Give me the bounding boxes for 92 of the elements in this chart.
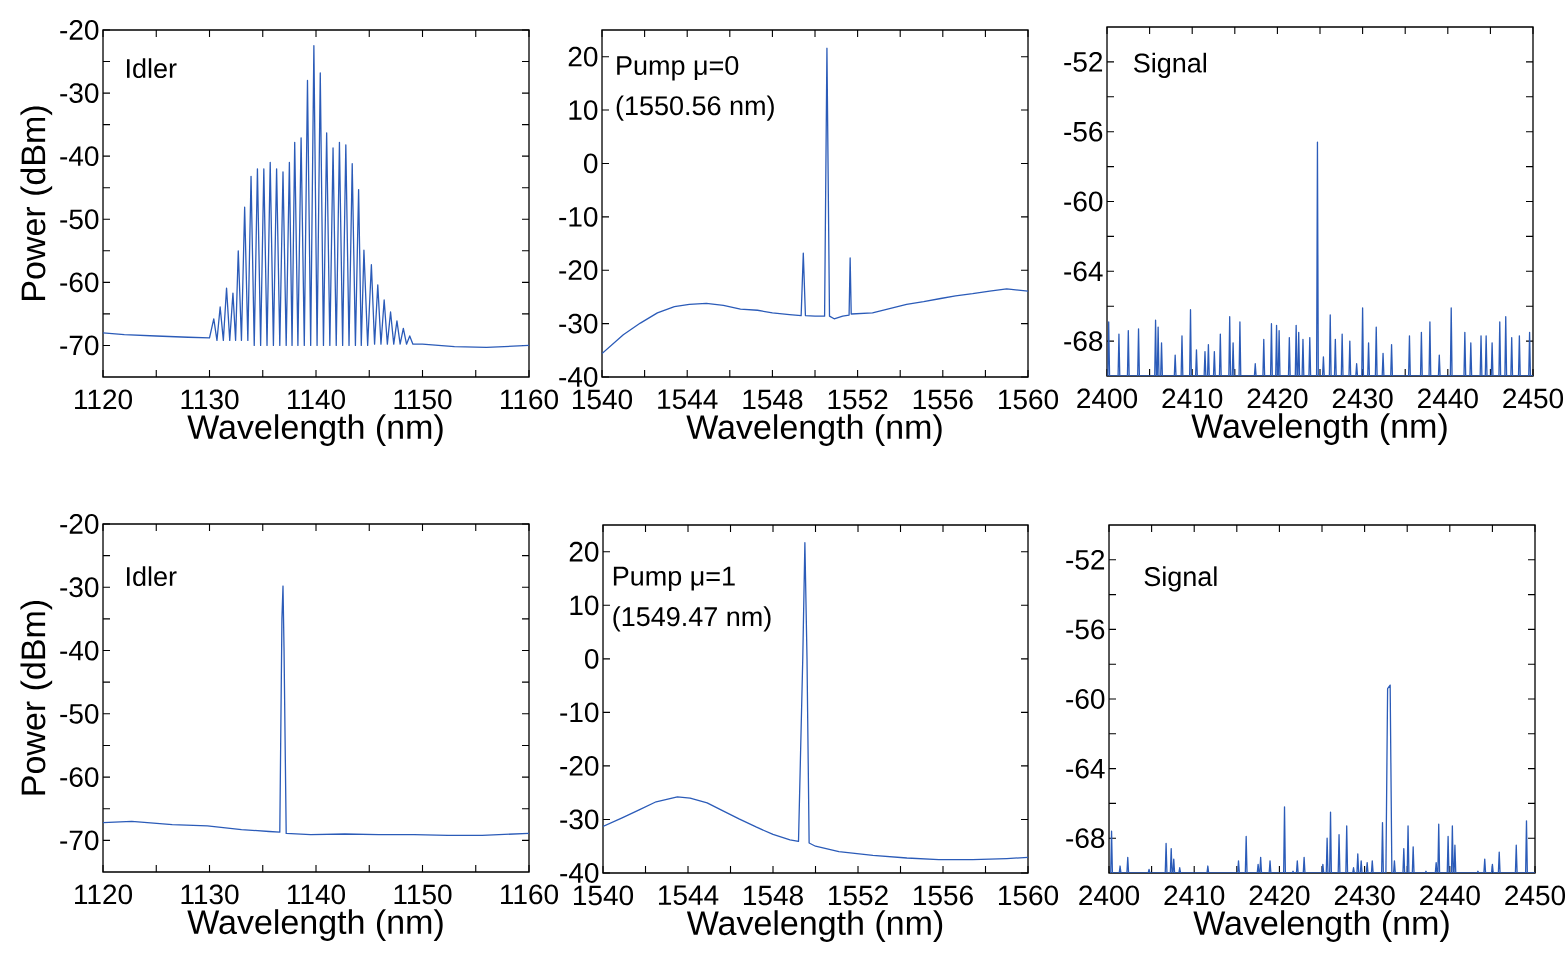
y-tick-label: -64 [1066,758,1105,779]
y-tick-label: -40 [60,146,99,167]
x-tick-label: 1150 [394,884,452,905]
x-tick-label: 1540 [574,885,634,906]
y-tick-label: 20 [569,541,599,562]
y-tick-label: -60 [60,767,99,787]
x-tick-label: 2440 [1420,885,1480,906]
annotation: Idler [127,566,177,587]
y-tick-label: -10 [559,206,598,227]
x-tick-label: 1130 [181,884,239,905]
x-tick-label: 1140 [288,389,346,410]
y-tick-label: -50 [60,209,99,230]
annotation: Signal [1133,52,1206,78]
annotation: (1549.47 nm) [613,606,771,632]
y-tick-label: -52 [1066,549,1105,570]
x-tick-label: 1552 [829,885,888,906]
y-tick-label: -50 [60,703,99,724]
x-tick-label: 2400 [1079,885,1140,906]
annotation: (1550.56 nm) [616,95,774,121]
y-tick-label: 0 [584,153,598,174]
y-tick-label: -30 [60,577,99,598]
y-tick-label: -30 [559,313,598,334]
x-axis-title: Wavelength (nm) [187,414,443,446]
y-tick-label: -10 [560,702,599,723]
y-tick-label: -56 [1066,619,1105,640]
y-tick-label: -20 [60,514,99,534]
y-tick-label: -64 [1064,261,1103,282]
x-tick-label: 2450 [1503,388,1564,409]
x-tick-label: 2440 [1418,388,1478,409]
x-tick-label: 1560 [998,389,1059,410]
y-tick-label: 0 [585,648,599,669]
y-tick-label: -30 [60,83,99,103]
x-tick-label: 1120 [75,389,133,410]
x-tick-label: 1560 [999,885,1059,906]
x-tick-label: 2450 [1505,885,1566,906]
line-series [103,585,529,836]
y-tick-label: 10 [570,595,599,616]
line-series [103,45,529,348]
x-tick-label: 1130 [181,389,239,410]
y-tick-label: -60 [60,272,99,293]
x-tick-label: 2420 [1247,388,1308,409]
x-axis-title: Wavelength (nm) [187,909,443,941]
x-axis-title: Wavelength (nm) [1191,413,1447,445]
x-tick-label: 1160 [501,389,558,410]
line-series [1110,684,1535,873]
x-tick-label: 1544 [658,389,718,410]
x-tick-label: 1140 [288,884,346,905]
annotation: Signal [1144,566,1217,592]
y-tick-label: -40 [60,640,99,661]
y-tick-label: -68 [1064,331,1103,351]
y-tick-label: -52 [1064,51,1103,72]
y-tick-label: -20 [560,756,599,776]
y-tick-label: -68 [1066,828,1105,849]
y-tick-label: 20 [568,46,598,67]
x-tick-label: 2410 [1164,885,1225,906]
y-tick-label: -60 [1066,689,1105,709]
x-tick-label: 1120 [75,884,133,905]
line-series [1107,141,1533,376]
y-tick-label: -70 [60,335,99,356]
x-tick-label: 1540 [573,389,633,410]
x-tick-label: 1552 [828,389,888,410]
annotation: Idler [127,58,177,79]
y-tick-label: -20 [559,260,598,281]
y-tick-label: -40 [559,367,598,387]
x-tick-label: 1548 [743,389,803,410]
annotation: Pump μ=0 [617,55,739,81]
x-tick-label: 1548 [743,885,803,906]
line-series [602,47,1028,355]
y-tick-label: -20 [60,20,99,40]
x-tick-label: 2400 [1077,388,1138,409]
y-axis-title: Power (dBm) [20,106,53,300]
y-tick-label: -56 [1064,121,1103,142]
x-tick-label: 2430 [1334,885,1395,906]
annotation: Pump μ=1 [613,566,735,592]
y-tick-label: -40 [560,863,599,883]
x-tick-label: 1544 [659,885,719,906]
x-tick-label: 1160 [501,884,558,905]
x-axis-title: Wavelength (nm) [1193,910,1449,942]
y-tick-label: 10 [569,100,598,120]
x-tick-label: 2420 [1249,885,1310,906]
y-tick-label: -70 [60,830,99,851]
x-tick-label: 1556 [913,389,973,410]
y-axis-title: Power (dBm) [20,600,53,795]
x-tick-label: 2410 [1162,388,1223,409]
x-axis-title: Wavelength (nm) [686,910,943,942]
y-tick-label: -30 [560,809,599,830]
x-tick-label: 1150 [394,389,452,410]
line-series [603,542,1029,861]
y-tick-label: -60 [1064,191,1103,212]
x-axis-title: Wavelength (nm) [686,414,942,446]
x-tick-label: 1556 [914,885,973,906]
x-tick-label: 2430 [1332,388,1393,409]
